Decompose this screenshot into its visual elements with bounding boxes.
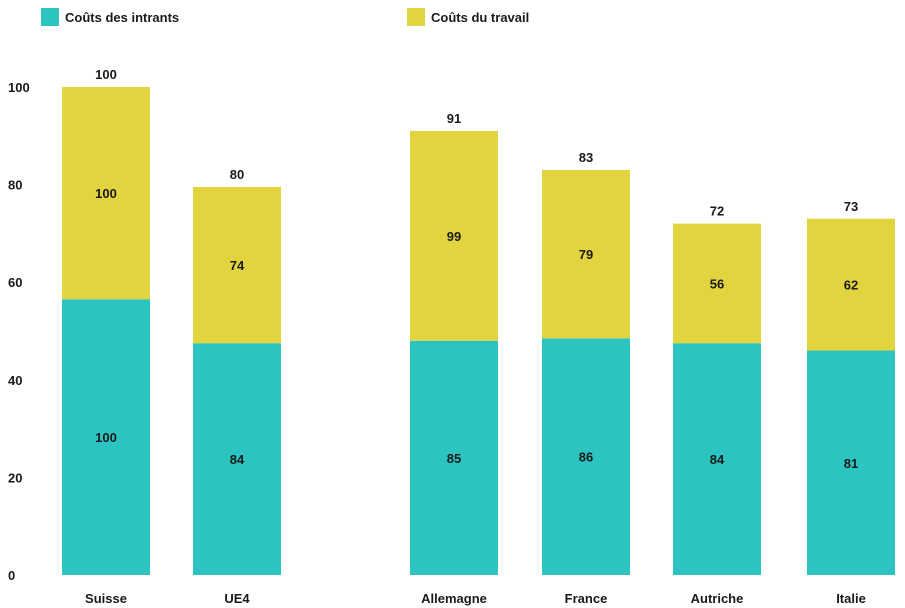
bar-intrants-suisse [62,299,150,575]
bar-intrants-allemagne [410,340,498,575]
bar-intrants-france [542,338,630,575]
bar-label-travail-france: 79 [579,247,593,262]
category-label-italie: Italie [836,591,866,606]
category-label-france: France [565,591,608,606]
y-tick-label-40: 40 [8,373,22,388]
bar-intrants-autriche [673,343,761,575]
bar-label-travail-suisse: 100 [95,186,117,201]
legend-label-intrants: Coûts des intrants [65,9,180,25]
legend-swatch-travail [407,8,425,26]
y-tick-label-20: 20 [8,470,22,485]
legend-swatch-intrants [41,8,59,26]
total-label-italie: 73 [844,199,858,214]
total-label-suisse: 100 [95,67,117,82]
bar-travail-ue4 [193,187,281,344]
bar-label-travail-ue4: 74 [230,258,245,273]
total-label-france: 83 [579,150,593,165]
y-tick-label-0: 0 [8,568,15,583]
bar-intrants-ue4 [193,343,281,575]
bar-label-intrants-italie: 81 [844,456,858,471]
legend-item-intrants: Coûts des intrants [41,8,179,26]
bar-label-intrants-france: 86 [579,450,593,465]
category-label-ue4: UE4 [224,591,250,606]
total-label-allemagne: 91 [447,111,461,126]
bar-label-travail-italie: 62 [844,278,858,293]
total-label-autriche: 72 [710,204,724,219]
bar-label-intrants-suisse: 100 [95,430,117,445]
bar-intrants-italie [807,350,895,575]
bar-label-intrants-allemagne: 85 [447,451,461,466]
category-label-suisse: Suisse [85,591,127,606]
bar-travail-suisse [62,87,150,300]
total-label-ue4: 80 [230,167,244,182]
bar-travail-autriche [673,223,761,344]
bar-travail-france [542,169,630,339]
bar-label-travail-autriche: 56 [710,276,724,291]
y-tick-label-80: 80 [8,178,22,193]
y-tick-label-60: 60 [8,275,22,290]
legend: Coûts des intrants Coûts du travail [0,8,905,32]
bar-travail-allemagne [410,130,498,341]
category-label-allemagne: Allemagne [421,591,487,606]
bar-label-intrants-ue4: 84 [230,452,245,467]
bar-label-travail-allemagne: 99 [447,229,461,244]
legend-item-travail: Coûts du travail [407,8,529,26]
legend-label-travail: Coûts du travail [431,9,530,25]
bar-travail-italie [807,218,895,351]
bar-label-intrants-autriche: 84 [710,452,725,467]
y-tick-label-100: 100 [8,80,30,95]
category-label-autriche: Autriche [691,591,744,606]
